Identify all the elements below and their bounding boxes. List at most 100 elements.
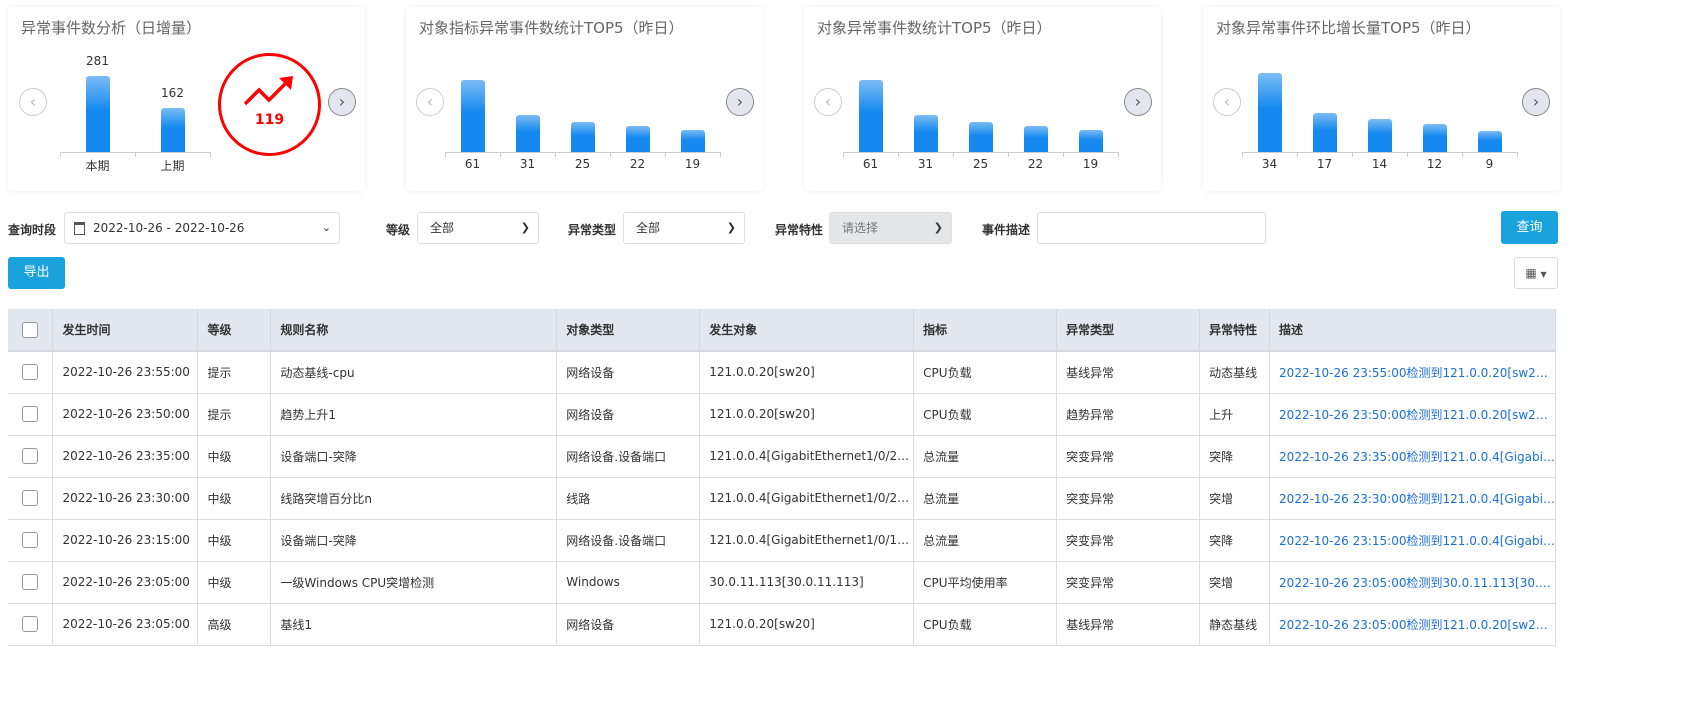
bar[interactable] xyxy=(1023,126,1048,152)
checkbox[interactable] xyxy=(22,364,39,381)
bar[interactable] xyxy=(1312,112,1337,152)
cell-object-type: 网络设备.设备端口 xyxy=(556,519,701,562)
table-row[interactable]: 2022-10-26 23:30:00 中级 线路突增百分比n 线路 121.0.0.4… xyxy=(8,477,1556,520)
row-select[interactable] xyxy=(8,561,54,604)
export-button[interactable]: 导出 xyxy=(8,257,65,289)
level-label: 等级 xyxy=(386,223,411,237)
card-title: 对象异常事件数统计TOP5（昨日） xyxy=(817,19,1052,37)
bar[interactable] xyxy=(1477,131,1502,152)
x-tick xyxy=(1008,152,1009,157)
bar[interactable] xyxy=(515,115,540,152)
table-row[interactable]: 2022-10-26 23:05:00 中级 一级Windows CPU突增检测 Wi… xyxy=(8,561,1556,604)
cell-metric: 总流量 xyxy=(913,477,1058,520)
col-rule[interactable]: 规则名称 xyxy=(270,309,558,352)
bar[interactable] xyxy=(968,122,993,152)
checkbox[interactable] xyxy=(22,616,39,632)
card-daily-increment: 异常事件数分析（日增量） 本期 281 上期 162 ‹ 119 › xyxy=(8,7,365,191)
desc-input[interactable] xyxy=(1037,212,1266,244)
col-object-type[interactable]: 对象类型 xyxy=(556,309,701,352)
row-select[interactable] xyxy=(8,393,54,436)
level-value: 全部 xyxy=(430,221,455,235)
checkbox[interactable] xyxy=(22,574,39,590)
prev-button[interactable]: ‹ xyxy=(814,88,842,116)
period-picker[interactable]: 2022-10-26 - 2022-10-26 ⌄ xyxy=(64,212,340,244)
x-tick xyxy=(1242,152,1243,157)
category-label: 25 xyxy=(574,157,591,171)
cell-desc[interactable]: 2022-10-26 23:50:00检测到121.0.0.20[sw20]-网… xyxy=(1269,393,1556,436)
bar[interactable] xyxy=(1422,124,1447,152)
category-label: 31 xyxy=(917,157,934,171)
bar[interactable] xyxy=(160,108,185,152)
cell-desc[interactable]: 2022-10-26 23:55:00检测到121.0.0.20[sw20]-网… xyxy=(1269,351,1556,394)
cell-type: 趋势异常 xyxy=(1056,393,1201,436)
col-time[interactable]: 发生时间 xyxy=(52,309,199,352)
checkbox[interactable] xyxy=(22,406,39,422)
bar[interactable] xyxy=(680,129,705,152)
cell-desc[interactable]: 2022-10-26 23:35:00检测到121.0.0.4[GigabitE… xyxy=(1269,435,1556,478)
next-button[interactable]: › xyxy=(328,88,356,116)
bar[interactable] xyxy=(858,80,883,152)
cell-time: 2022-10-26 23:55:00 xyxy=(52,351,199,394)
bar[interactable] xyxy=(625,126,650,152)
level-select[interactable]: 全部 ❯ xyxy=(417,212,539,244)
trait-label: 异常特性 xyxy=(775,223,824,237)
checkbox[interactable] xyxy=(22,490,39,506)
caret-down-icon: ▼ xyxy=(1540,270,1547,279)
checkbox[interactable] xyxy=(22,532,39,548)
bar[interactable] xyxy=(1078,129,1103,152)
table-row[interactable]: 2022-10-26 23:50:00 提示 趋势上升1 网络设备 121.0.0.20… xyxy=(8,393,1556,436)
bar[interactable] xyxy=(1257,73,1282,152)
cell-desc[interactable]: 2022-10-26 23:15:00检测到121.0.0.4[GigabitE… xyxy=(1269,519,1556,562)
col-desc[interactable]: 描述 xyxy=(1269,309,1556,352)
bar[interactable] xyxy=(570,122,595,152)
col-type[interactable]: 异常类型 xyxy=(1056,309,1201,352)
bar[interactable] xyxy=(1367,119,1392,152)
card-title: 对象异常事件环比增长量TOP5（昨日） xyxy=(1216,19,1481,37)
row-select[interactable] xyxy=(8,603,54,646)
category-label: 17 xyxy=(1316,157,1333,171)
row-select[interactable] xyxy=(8,435,54,478)
cell-desc[interactable]: 2022-10-26 23:05:00检测到30.0.11.113[30.0.1… xyxy=(1269,561,1556,604)
table-row[interactable]: 2022-10-26 23:15:00 中级 设备端口-突降 网络设备.设备端口 121… xyxy=(8,519,1556,562)
cell-desc[interactable]: 2022-10-26 23:05:00检测到121.0.0.20[sw20]-网… xyxy=(1269,603,1556,646)
next-button[interactable]: › xyxy=(1124,88,1152,116)
next-button[interactable]: › xyxy=(1522,88,1550,116)
col-metric[interactable]: 指标 xyxy=(913,309,1058,352)
cell-object: 121.0.0.4[GigabitEthernet1/0/1(Gi... xyxy=(699,519,915,562)
row-select[interactable] xyxy=(8,477,54,520)
bar[interactable] xyxy=(460,80,485,152)
prev-button[interactable]: ‹ xyxy=(19,88,47,116)
row-select[interactable] xyxy=(8,351,54,394)
table-row[interactable]: 2022-10-26 23:55:00 提示 动态基线-cpu 网络设备 121.0.0… xyxy=(8,351,1556,394)
col-trait[interactable]: 异常特性 xyxy=(1199,309,1271,352)
col-level[interactable]: 等级 xyxy=(197,309,272,352)
x-tick xyxy=(1118,152,1119,157)
next-button[interactable]: › xyxy=(726,88,754,116)
prev-button[interactable]: ‹ xyxy=(1213,88,1241,116)
category-label: 19 xyxy=(1082,157,1099,171)
trait-select[interactable]: 请选择 ❯ xyxy=(829,212,952,244)
category-label: 9 xyxy=(1485,157,1494,171)
bar[interactable] xyxy=(913,115,938,152)
type-select[interactable]: 全部 ❯ xyxy=(623,212,745,244)
column-toggle-button[interactable]: ▦ ▼ xyxy=(1514,257,1558,289)
row-select[interactable] xyxy=(8,519,54,562)
cell-time: 2022-10-26 23:30:00 xyxy=(52,477,199,520)
cell-rule: 线路突增百分比n xyxy=(270,477,558,520)
query-button[interactable]: 查询 xyxy=(1501,211,1558,244)
table-row[interactable]: 2022-10-26 23:05:00 高级 基线1 网络设备 121.0.0.20[s… xyxy=(8,603,1556,646)
x-tick xyxy=(445,152,446,157)
cell-rule: 基线1 xyxy=(270,603,558,646)
col-object[interactable]: 发生对象 xyxy=(699,309,915,352)
checkbox[interactable] xyxy=(22,448,39,464)
bar[interactable] xyxy=(85,76,110,152)
prev-button[interactable]: ‹ xyxy=(416,88,444,116)
cell-desc[interactable]: 2022-10-26 23:30:00检测到121.0.0.4[GigabitE… xyxy=(1269,477,1556,520)
select-all[interactable] xyxy=(8,309,54,352)
trend-badge: 119 xyxy=(218,53,321,156)
checkbox[interactable] xyxy=(22,321,39,338)
cell-object-type: 网络设备 xyxy=(556,393,701,436)
table-row[interactable]: 2022-10-26 23:35:00 中级 设备端口-突降 网络设备.设备端口 121… xyxy=(8,435,1556,478)
cell-object-type: Windows xyxy=(556,561,701,604)
cell-rule: 设备端口-突降 xyxy=(270,435,558,478)
